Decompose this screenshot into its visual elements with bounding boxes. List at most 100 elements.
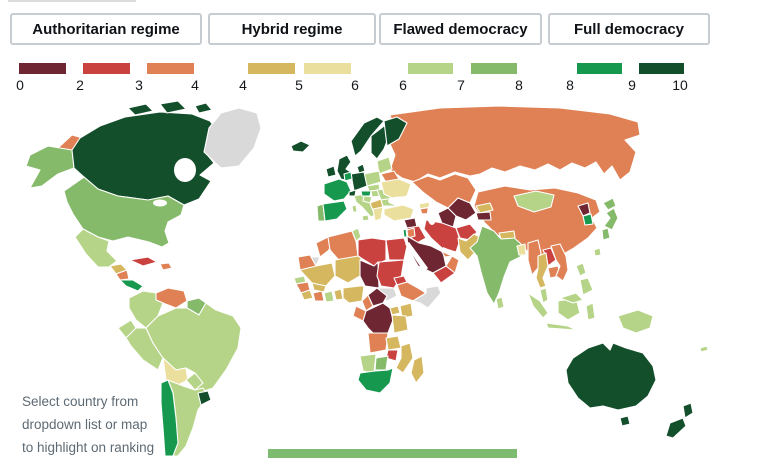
country-uruguay[interactable] (197, 390, 212, 406)
country-indonesia-java[interactable] (545, 322, 577, 331)
legend-button-authoritarian[interactable]: Authoritarian regime (10, 13, 202, 45)
country-thailand[interactable] (535, 252, 549, 289)
country-new-zealand[interactable] (665, 417, 687, 439)
red-sea (405, 242, 428, 272)
country-niger[interactable] (334, 255, 362, 284)
country-australia-tasmania[interactable] (619, 415, 631, 427)
country-spain[interactable] (322, 200, 348, 222)
country-sardinia[interactable] (351, 204, 358, 213)
country-iran[interactable] (423, 219, 461, 253)
country-jordan[interactable] (406, 227, 416, 239)
country-south-africa[interactable] (357, 367, 394, 394)
country-togo-benin[interactable] (333, 288, 344, 301)
country-paraguay[interactable] (185, 372, 204, 391)
country-papua-new-guinea[interactable] (617, 309, 654, 334)
country-japan[interactable] (601, 227, 611, 241)
country-ghana[interactable] (323, 290, 335, 303)
country-usa-alaska[interactable] (25, 145, 75, 189)
country-denmark[interactable] (356, 163, 366, 174)
country-burkina-faso[interactable] (311, 282, 327, 293)
legend-button-flawed[interactable]: Flawed democracy (379, 13, 542, 45)
swatch-score-9-10 (639, 63, 684, 74)
scale-tick: 4 (191, 77, 199, 93)
country-tunisia[interactable] (351, 227, 362, 242)
country-kazakhstan[interactable] (411, 173, 477, 209)
country-france[interactable] (323, 178, 352, 202)
country-egypt[interactable] (385, 237, 408, 261)
country-costa-rica-panama[interactable] (119, 279, 144, 292)
country-canada-island[interactable] (159, 100, 187, 114)
country-hispaniola[interactable] (159, 262, 173, 271)
country-kenya[interactable] (399, 302, 414, 319)
country-taiwan[interactable] (593, 247, 602, 257)
country-south-korea[interactable] (582, 213, 594, 226)
country-sicily[interactable] (361, 214, 370, 222)
map-hint-text: Select country from dropdown list or map… (22, 390, 154, 458)
country-sierra-leone-liberia[interactable] (300, 289, 314, 301)
country-cuba[interactable] (129, 256, 158, 267)
country-croatia-slovenia[interactable] (362, 195, 373, 204)
country-malaysia-borneo[interactable] (559, 292, 584, 304)
country-canada-island[interactable] (194, 102, 213, 114)
country-somalia[interactable] (412, 285, 442, 309)
country-malaysia-peninsula[interactable] (539, 287, 549, 304)
country-nicaragua[interactable] (115, 269, 130, 281)
country-russia[interactable] (387, 105, 641, 183)
country-austria[interactable] (360, 190, 372, 197)
country-new-caledonia[interactable] (699, 345, 709, 353)
country-canada-island[interactable] (127, 103, 154, 116)
country-indonesia-sulawesi[interactable] (585, 302, 596, 321)
country-new-zealand[interactable] (682, 402, 694, 419)
country-japan[interactable] (602, 197, 617, 211)
country-mexico[interactable] (74, 228, 118, 268)
country-finland[interactable] (383, 116, 408, 147)
country-australia[interactable] (565, 342, 657, 411)
country-uganda[interactable] (389, 305, 401, 316)
country-namibia[interactable] (359, 353, 377, 374)
country-bangladesh[interactable] (516, 243, 527, 256)
country-oman[interactable] (445, 255, 460, 274)
country-mozambique[interactable] (395, 342, 414, 374)
country-zambia[interactable] (385, 335, 402, 351)
country-ivory-coast[interactable] (312, 290, 325, 302)
country-nigeria[interactable] (342, 285, 365, 304)
country-philippines[interactable] (579, 277, 594, 296)
scale-tick: 6 (399, 77, 407, 93)
country-israel[interactable] (402, 228, 408, 238)
country-north-korea[interactable] (577, 202, 591, 217)
country-central-african-republic[interactable] (367, 287, 388, 307)
country-chad[interactable] (359, 259, 380, 289)
country-madagascar[interactable] (410, 355, 425, 384)
country-ukraine[interactable] (380, 178, 412, 200)
country-baltics[interactable] (376, 156, 393, 175)
country-zimbabwe[interactable] (385, 349, 399, 362)
hudson-bay (174, 158, 196, 182)
country-japan[interactable] (603, 207, 619, 231)
scale-tick: 3 (135, 77, 143, 93)
legend-label: Authoritarian regime (32, 20, 180, 38)
legend-button-full[interactable]: Full democracy (548, 13, 710, 45)
country-kyrgyzstan[interactable] (475, 202, 494, 214)
country-ireland[interactable] (325, 165, 337, 178)
country-botswana[interactable] (374, 355, 389, 371)
country-greenland[interactable] (203, 107, 262, 169)
swatch-score-7-8 (471, 63, 517, 74)
country-norway[interactable] (350, 116, 385, 157)
legend-button-hybrid[interactable]: Hybrid regime (208, 13, 376, 45)
country-nepal[interactable] (498, 230, 516, 240)
country-mongolia[interactable] (513, 190, 555, 213)
country-philippines[interactable] (575, 262, 587, 277)
country-germany[interactable] (350, 171, 368, 192)
country-iceland[interactable] (290, 140, 311, 153)
country-benelux[interactable] (343, 171, 353, 182)
country-tanzania[interactable] (391, 314, 409, 334)
country-greece[interactable] (372, 206, 384, 222)
country-tajikistan[interactable] (475, 211, 492, 221)
scale-tick: 0 (16, 77, 24, 93)
country-angola[interactable] (367, 332, 389, 354)
country-chile[interactable] (160, 379, 179, 457)
country-indonesia-sumatra[interactable] (527, 292, 549, 319)
country-sri-lanka[interactable] (495, 296, 505, 310)
country-vietnam[interactable] (550, 243, 569, 282)
